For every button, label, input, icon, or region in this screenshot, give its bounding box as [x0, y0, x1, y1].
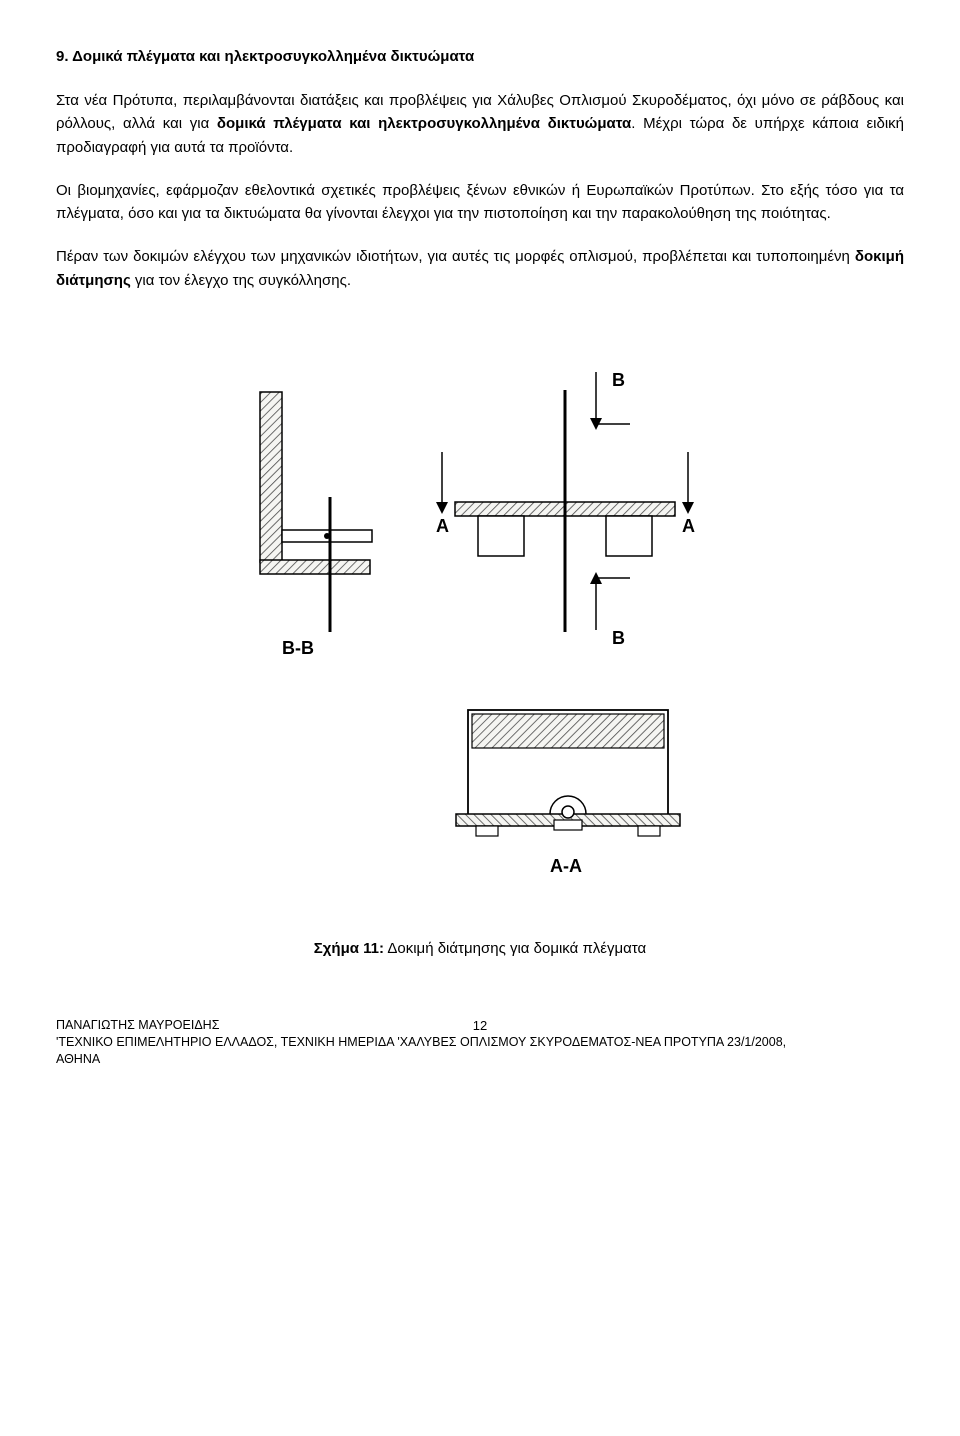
p3-text-a: Πέραν των δοκιμών ελέγχου των μηχανικών …: [56, 248, 855, 265]
label-a-right: A: [682, 516, 695, 536]
p1-text-b: δομικά πλέγματα και ηλεκτροσυγκολλημένα …: [217, 115, 631, 132]
caption-label: Σχήμα 11:: [314, 940, 384, 957]
p3-text-c: για τον έλεγχο της συγκόλλησης.: [131, 272, 351, 289]
footer-author: ΠΑΝΑΓΙΩΤΗΣ ΜΑΥΡΟΕΙΔΗΣ: [56, 1017, 450, 1034]
label-b-bottom: B: [612, 628, 625, 648]
label-bb: B-B: [282, 638, 314, 658]
paragraph-3: Πέραν των δοκιμών ελέγχου των μηχανικών …: [56, 245, 904, 292]
footer-line3: ΑΘΗΝΑ: [56, 1051, 904, 1068]
paragraph-2: Οι βιομηχανίες, εφάρμοζαν εθελοντικά σχε…: [56, 179, 904, 226]
label-aa: A-A: [550, 856, 582, 876]
paragraph-1: Στα νέα Πρότυπα, περιλαμβάνονται διατάξε…: [56, 89, 904, 159]
figure-svg: B-B B A A: [220, 332, 740, 912]
figure-caption: Σχήμα 11: Δοκιμή διάτμησης για δομικά πλ…: [314, 940, 646, 957]
figure-11: B-B B A A: [56, 332, 904, 997]
page-number: 12: [450, 1017, 510, 1035]
footer-line2: 'ΤΕΧΝΙΚΟ ΕΠΙΜΕΛΗΤΗΡΙΟ ΕΛΛΑΔΟΣ, ΤΕΧΝΙΚΗ Η…: [56, 1034, 904, 1051]
caption-text: Δοκιμή διάτμησης για δομικά πλέγματα: [384, 940, 646, 957]
page-footer: ΠΑΝΑΓΙΩΤΗΣ ΜΑΥΡΟΕΙΔΗΣ 12 'ΤΕΧΝΙΚΟ ΕΠΙΜΕΛ…: [56, 1017, 904, 1068]
page-container: 9. Δομικά πλέγματα και ηλεκτροσυγκολλημέ…: [0, 0, 960, 1100]
section-title: 9. Δομικά πλέγματα και ηλεκτροσυγκολλημέ…: [56, 48, 904, 65]
label-b-top: B: [612, 370, 625, 390]
label-a-left: A: [436, 516, 449, 536]
